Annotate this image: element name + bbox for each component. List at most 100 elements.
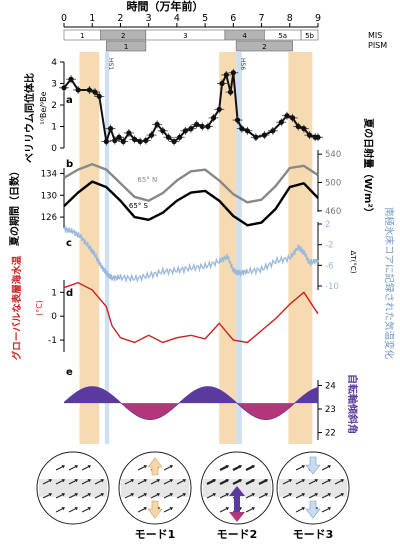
- wind-arrowhead-icon: [327, 493, 331, 497]
- c-tick-label: 2: [325, 220, 330, 230]
- x-tick-label: 4: [174, 13, 180, 24]
- a-tick-label: 3: [51, 80, 57, 90]
- down-arrow-icon: [147, 500, 163, 519]
- x-tick-label: 8: [287, 13, 293, 24]
- wind-arrowhead-icon: [143, 465, 147, 469]
- a-point: [188, 126, 194, 132]
- wind-arrowhead-icon: [301, 479, 305, 483]
- c-tick-label: -10: [325, 282, 339, 292]
- b-series-name: 65° S: [129, 202, 149, 210]
- a-point: [177, 134, 183, 140]
- panel-e-ylabel: 自転軸傾斜角: [346, 374, 359, 434]
- a-point: [68, 76, 74, 82]
- wind-arrowhead-icon: [61, 493, 65, 497]
- mis-stage-label: 2: [121, 32, 125, 40]
- a-point: [148, 132, 155, 138]
- a-point: [116, 134, 122, 140]
- x-tick-label: 3: [146, 13, 152, 24]
- b-tick-label-right: 460: [325, 207, 341, 217]
- c-series-line: [63, 224, 319, 284]
- a-tick-label: 0: [51, 144, 57, 154]
- wind-arrowhead-icon: [74, 507, 78, 511]
- wind-arrowhead-icon: [169, 479, 173, 483]
- wind-arrowhead-icon: [61, 465, 65, 469]
- wind-arrowhead-icon: [251, 507, 255, 511]
- wind-arrowhead-icon: [87, 493, 91, 497]
- b-tick-label-right: 540: [325, 150, 341, 160]
- mode-diagrams: モード1 モード2 モード3: [36, 451, 350, 541]
- a-point: [86, 87, 92, 93]
- wind-arrowhead-icon: [74, 465, 78, 469]
- wind-arrowhead-icon: [156, 479, 160, 483]
- c-tick-label: -6: [325, 261, 333, 271]
- panel-a-unit: ¹⁰Be/⁹Be: [39, 91, 48, 124]
- wind-arrowhead-icon: [143, 493, 147, 497]
- a-point: [270, 128, 276, 134]
- mode-label: モード3: [293, 528, 334, 541]
- e-tick-label: 23: [325, 405, 336, 415]
- a-point: [96, 93, 102, 99]
- b-series-line: [63, 180, 319, 227]
- wind-arrowhead-icon: [143, 507, 147, 511]
- wind-arrowhead-icon: [314, 479, 318, 483]
- wind-arrowhead-icon: [61, 507, 65, 511]
- panel-a-ylabel: ベリリウム同位体比: [23, 73, 36, 163]
- a-point: [295, 123, 301, 130]
- x-tick-label: 1: [89, 13, 95, 24]
- down-arrow-icon: [229, 512, 245, 522]
- down-arrow-icon: [305, 500, 321, 519]
- wind-arrowhead-icon: [87, 479, 91, 483]
- wind-arrowhead-icon: [61, 479, 65, 483]
- wind-arrowhead-icon: [100, 479, 104, 483]
- wind-arrowhead-icon: [169, 493, 173, 497]
- down-arrow-icon: [305, 456, 321, 475]
- d-series-line: [63, 282, 319, 344]
- panel-letter-d: d: [66, 288, 73, 299]
- wind-arrowhead-icon: [225, 479, 229, 483]
- wind-arrowhead-icon: [182, 493, 186, 497]
- panel-c-unit: ΔT(°C): [349, 251, 357, 274]
- wind-arrowhead-icon: [212, 493, 216, 497]
- panel-c-ylabel: 南極氷床コアに記録された気温変化: [383, 207, 395, 360]
- a-point: [61, 85, 67, 91]
- wind-arrowhead-icon: [340, 493, 344, 497]
- stage-bars: 1 2 3 4 5a 5b 1 2: [63, 29, 319, 52]
- wind-arrowhead-icon: [340, 479, 344, 483]
- a-point: [239, 126, 245, 132]
- wind-arrowhead-icon: [327, 507, 331, 511]
- a-point: [290, 115, 296, 121]
- wind-arrowhead-icon: [169, 465, 173, 469]
- a-point: [261, 132, 267, 138]
- panel-d: 1 0 -1 グローバルな表層海水温 (°C): [11, 255, 319, 360]
- b-series-line: [63, 162, 319, 204]
- pism-stage-label: 1: [124, 43, 128, 51]
- x-tick-label: 5: [202, 13, 208, 24]
- a-point: [199, 123, 205, 130]
- mis-stage-label: 1: [80, 32, 84, 40]
- wind-arrowhead-icon: [327, 465, 331, 469]
- wind-arrowhead-icon: [74, 479, 78, 483]
- a-point: [315, 134, 321, 140]
- wind-arrowhead-icon: [238, 465, 242, 469]
- wind-arrowhead-icon: [264, 479, 268, 483]
- wind-arrowhead-icon: [225, 465, 229, 469]
- a-point: [194, 121, 200, 127]
- panel-e: 24 23 22 自転軸傾斜角: [63, 374, 359, 440]
- mis-stage-label: 5b: [305, 32, 314, 40]
- a-point: [137, 138, 143, 145]
- e-area-below: [64, 403, 318, 420]
- a-point: [301, 126, 307, 132]
- panel-b-ylabel-left: 夏の期間（日数）: [8, 166, 21, 247]
- d-tick-label: 1: [51, 288, 57, 298]
- wind-arrowhead-icon: [251, 465, 255, 469]
- x-axis-title: 時間（万年前）: [127, 0, 204, 13]
- wind-arrowhead-icon: [251, 479, 255, 483]
- wind-arrowhead-icon: [169, 507, 173, 511]
- a-point: [182, 128, 188, 134]
- a-series-line: [63, 71, 318, 144]
- wind-arrowhead-icon: [87, 507, 91, 511]
- a-point: [171, 138, 177, 145]
- wind-arrowhead-icon: [143, 479, 147, 483]
- a-point: [165, 134, 172, 140]
